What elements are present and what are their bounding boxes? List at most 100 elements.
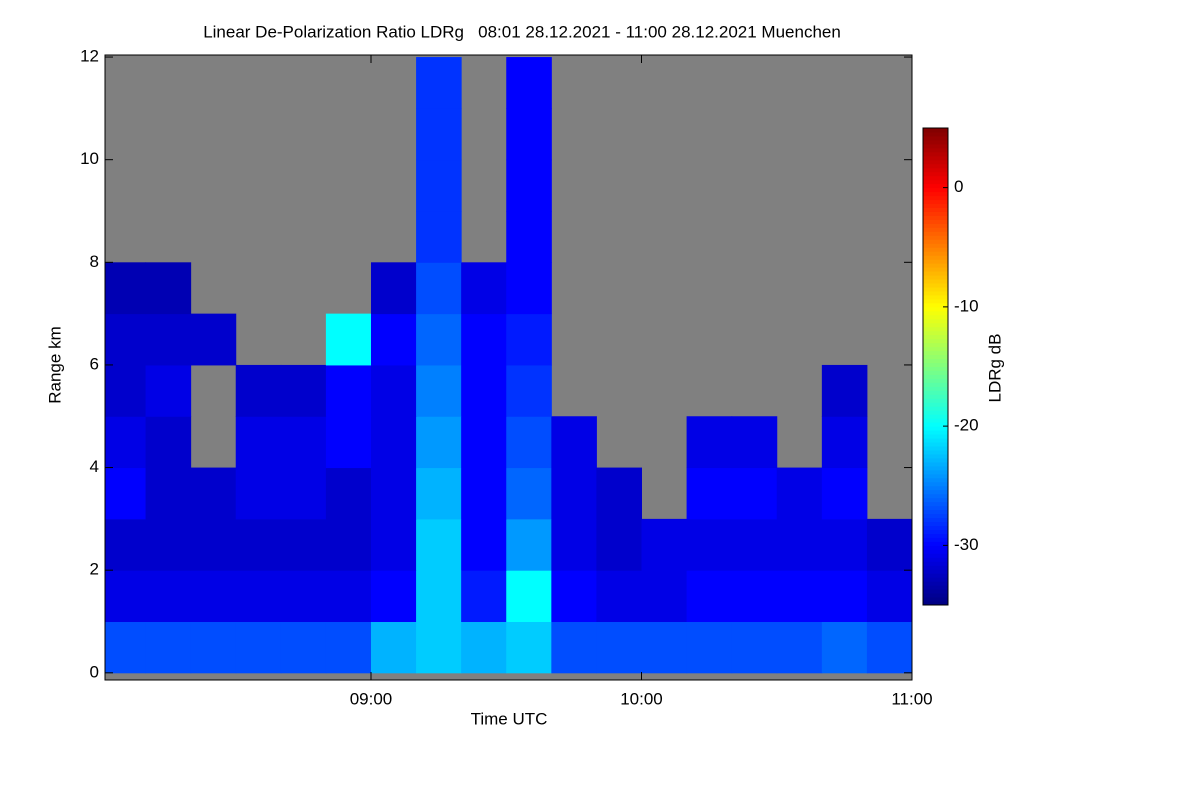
heatmap-cell — [370, 570, 417, 623]
heatmap-cell — [461, 621, 507, 674]
colorbar-step — [923, 418, 948, 423]
colorbar-step — [923, 481, 948, 487]
heatmap-cell — [145, 313, 192, 366]
colorbar-step — [923, 529, 948, 534]
heatmap-cell — [506, 159, 552, 212]
colorbar-step — [923, 485, 948, 491]
heatmap-cell — [190, 621, 237, 674]
colorbar-step — [923, 203, 948, 208]
heatmap-cell — [821, 518, 868, 571]
colorbar-step — [923, 247, 948, 252]
colorbar-step — [923, 167, 948, 173]
heatmap-cell — [145, 262, 192, 315]
colorbar-step — [923, 569, 948, 574]
heatmap-cell — [461, 313, 507, 366]
heatmap-cell — [686, 518, 733, 571]
heatmap-cell — [776, 518, 823, 571]
colorbar-step — [923, 378, 948, 383]
heatmap-cell — [731, 570, 778, 623]
colorbar-step — [923, 597, 948, 602]
heatmap-cell — [235, 518, 282, 571]
colorbar-step — [923, 275, 948, 280]
heatmap-cell — [370, 262, 417, 315]
heatmap-cell — [506, 467, 552, 520]
heatmap-cell — [596, 467, 642, 520]
heatmap-cell — [506, 570, 552, 623]
heatmap-cell — [325, 313, 372, 366]
colorbar-step — [923, 382, 948, 387]
colorbar-step — [923, 525, 948, 530]
heatmap-cell — [731, 518, 778, 571]
colorbar-step — [923, 434, 948, 439]
colorbar-step — [923, 314, 948, 320]
heatmap-cell — [461, 570, 507, 623]
colorbar-step — [923, 537, 948, 542]
heatmap-cell — [190, 518, 237, 571]
heatmap-cell — [686, 416, 733, 469]
heatmap-cell — [280, 416, 327, 469]
y-tick-label: 6 — [90, 354, 99, 373]
heatmap-cell — [145, 570, 192, 623]
heatmap-cell — [506, 108, 552, 161]
heatmap-cell — [105, 313, 147, 366]
heatmap-cell — [190, 313, 237, 366]
colorbar-step — [923, 374, 948, 379]
colorbar-step — [923, 195, 948, 201]
colorbar-step — [923, 561, 948, 566]
colorbar-step — [923, 601, 948, 606]
heatmap-cell — [280, 364, 327, 417]
colorbar-step — [923, 239, 948, 244]
heatmap-cell — [325, 570, 372, 623]
heatmap-cell — [641, 570, 688, 623]
heatmap-cell — [235, 621, 282, 674]
colorbar-step — [923, 231, 948, 236]
colorbar-step — [923, 533, 948, 538]
colorbar-step — [923, 159, 948, 165]
colorbar-step — [923, 446, 948, 451]
heatmap-cell — [280, 570, 327, 623]
colorbar-label: LDRg dB — [985, 334, 1004, 403]
colorbar-step — [923, 267, 948, 272]
colorbar-step — [923, 541, 948, 546]
heatmap-cell — [280, 467, 327, 520]
colorbar-step — [923, 422, 948, 427]
heatmap-cell — [105, 467, 147, 520]
colorbar-step — [923, 227, 948, 232]
colorbar-step — [923, 350, 948, 356]
heatmap-cell — [551, 416, 597, 469]
colorbar-step — [923, 585, 948, 590]
x-tick-label: 11:00 — [891, 689, 932, 708]
colorbar-step — [923, 573, 948, 578]
colorbar-step — [923, 207, 948, 212]
heatmap-cell — [641, 518, 688, 571]
colorbar-step — [923, 366, 948, 371]
colorbar-step — [923, 243, 948, 248]
colorbar-tick-label: -10 — [954, 296, 979, 315]
colorbar-step — [923, 155, 948, 161]
colorbar-step — [923, 553, 948, 558]
colorbar-step — [923, 505, 948, 511]
colorbar-step — [923, 143, 948, 149]
heatmap-cell — [551, 467, 597, 520]
heatmap-cell — [416, 416, 462, 469]
colorbar-step — [923, 358, 948, 364]
colorbar-step — [923, 489, 948, 495]
colorbar-tick-label: 0 — [954, 177, 963, 196]
colorbar-step — [923, 294, 948, 300]
colorbar-step — [923, 394, 948, 399]
heatmap-cell — [686, 467, 733, 520]
heatmap-cell — [325, 416, 372, 469]
colorbar-step — [923, 461, 948, 467]
colorbar-step — [923, 342, 948, 348]
colorbar-step — [923, 139, 948, 145]
heatmap-cell — [370, 467, 417, 520]
y-tick-label: 4 — [90, 457, 99, 476]
heatmap-cell — [416, 159, 462, 212]
colorbar-step — [923, 545, 948, 550]
colorbar-step — [923, 426, 948, 431]
colorbar-step — [923, 410, 948, 415]
heatmap-cell — [145, 467, 192, 520]
heatmap-cell — [235, 570, 282, 623]
colorbar-step — [923, 322, 948, 328]
colorbar-step — [923, 430, 948, 435]
